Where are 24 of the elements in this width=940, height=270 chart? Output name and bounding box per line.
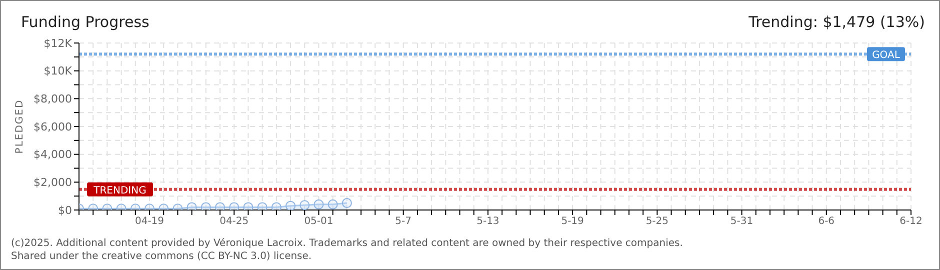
ref-line-label: GOAL <box>872 50 900 62</box>
x-tick-label: 6-6 <box>818 216 835 228</box>
x-tick-label: 5-13 <box>476 216 500 228</box>
x-tick-label: 5-19 <box>561 216 584 228</box>
y-tick-label: $12K <box>44 36 73 50</box>
chart-title: Funding Progress <box>21 13 150 31</box>
y-tick-label: $8,000 <box>34 92 72 106</box>
y-tick-label: $6,000 <box>34 120 72 134</box>
text: Shared under the creative commons (CC BY-NC 3.0) license. <box>11 250 313 263</box>
x-tick-label: 6-12 <box>900 216 922 228</box>
x-tick-label: 5-7 <box>395 216 412 228</box>
x-tick-label: 5-25 <box>646 216 669 228</box>
x-tick-label: 04-25 <box>220 216 249 228</box>
y-tick-label: $0 <box>58 204 72 217</box>
ref-line-label: TRENDING <box>92 185 146 196</box>
y-axis-title: PLEDGED <box>14 99 26 154</box>
chart-subtitle: Trending: $1,479 (13%) <box>748 13 925 31</box>
y-tick-label: $2,000 <box>34 176 72 190</box>
x-tick-label: 04-19 <box>134 216 164 228</box>
x-tick-label: 5-31 <box>730 216 754 228</box>
y-tick-label: $10K <box>44 64 73 78</box>
x-tick-label: 05-01 <box>304 216 334 228</box>
y-tick-label: $4,000 <box>34 148 72 162</box>
text: (c)2025. Additional content provided by Véronique Lacroix. Trademarks and related content are owned by their respective companies. <box>11 237 683 250</box>
